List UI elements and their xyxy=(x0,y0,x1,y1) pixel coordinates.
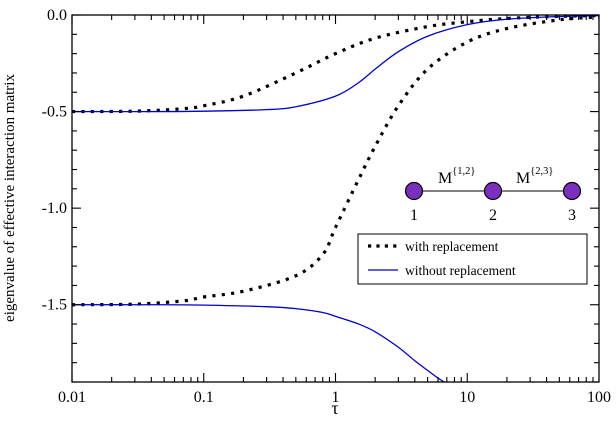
y-tick-label: 0.0 xyxy=(47,7,67,24)
x-tick-label: 100 xyxy=(587,389,611,406)
legend-box xyxy=(357,233,588,285)
series-layer xyxy=(72,15,599,382)
inset-edge-label-2: M{2,3} xyxy=(516,166,553,187)
y-tick-labels: 0.0 -0.5 -1.0 -1.5 xyxy=(42,7,67,314)
without-replacement-curve-1 xyxy=(72,15,599,113)
x-tick-label: 1 xyxy=(332,389,340,406)
inset-edge-label-2-sup: {2,3} xyxy=(530,166,553,177)
inset-node-3 xyxy=(562,181,582,201)
y-tick-label: -1.5 xyxy=(42,297,67,314)
inset-edge-label-2-base: M xyxy=(516,170,530,187)
legend: with replacement without replacement xyxy=(357,233,588,285)
legend-label-without-replacement: without replacement xyxy=(405,263,516,278)
x-tick-label: 0.1 xyxy=(194,389,214,406)
inset-edge-label-1-sup: {1,2} xyxy=(452,166,475,177)
inset-node-label-1: 1 xyxy=(410,207,418,224)
x-tick-label: 0.01 xyxy=(58,389,86,406)
inset-node-label-2: 2 xyxy=(489,207,497,224)
inset-node-1 xyxy=(404,181,424,201)
with-replacement-curve-1 xyxy=(72,15,599,114)
x-tick-labels: 0.01 0.1 1 10 100 xyxy=(58,389,611,406)
inset-node-2 xyxy=(483,181,503,201)
with-replacement-curve-2 xyxy=(72,15,599,307)
inset-edge-label-1-base: M xyxy=(438,170,452,187)
y-axis-title: eigenvalue of effective interaction matr… xyxy=(2,74,18,322)
inset-node-label-3: 3 xyxy=(568,207,576,224)
y-tick-label: -0.5 xyxy=(42,104,67,121)
inset-diagram: 1 2 3 M{1,2} M{2,3} xyxy=(404,166,582,224)
inset-edge-label-1: M{1,2} xyxy=(438,166,475,187)
x-axis-title: τ xyxy=(331,398,338,418)
tick-layer xyxy=(71,14,599,383)
x-tick-label: 10 xyxy=(459,389,475,406)
legend-label-with-replacement: with replacement xyxy=(405,239,499,254)
without-replacement-curve-2 xyxy=(72,304,445,382)
y-tick-label: -1.0 xyxy=(42,200,67,217)
